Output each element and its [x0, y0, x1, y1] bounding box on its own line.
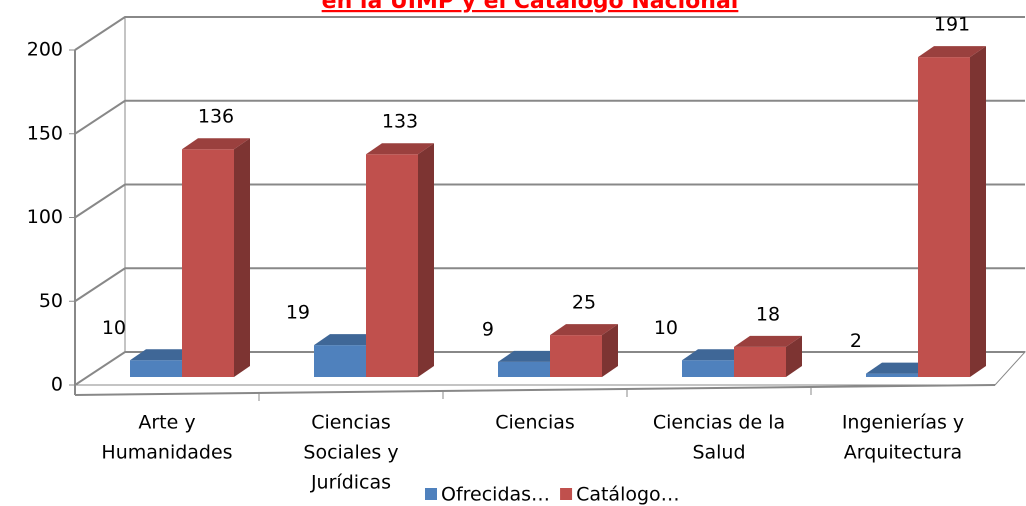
bar	[734, 335, 802, 377]
y-tick-label: 50	[39, 290, 63, 312]
legend-label: Catálogo…	[576, 484, 680, 506]
bar-face	[550, 335, 602, 377]
value-label: 10	[654, 317, 678, 339]
bar	[918, 46, 986, 377]
grid-line	[74, 99, 1025, 135]
y-tick-label: 0	[51, 374, 63, 396]
bar-face	[130, 360, 182, 377]
bar-face	[182, 149, 234, 377]
bar-face	[234, 138, 250, 377]
value-label: 18	[756, 303, 780, 325]
legend-swatch	[425, 488, 437, 500]
value-label: 9	[482, 318, 494, 340]
bar-face	[918, 46, 986, 58]
bar	[366, 143, 434, 377]
bar-face	[498, 350, 566, 362]
x-axis	[74, 384, 996, 396]
x-tick-label: Jurídicas	[310, 472, 391, 494]
x-tick-label: Ciencias	[495, 412, 575, 434]
bar-face	[918, 57, 970, 377]
grid-line	[74, 183, 1025, 219]
value-label: 136	[198, 106, 234, 128]
bar-face	[550, 324, 618, 336]
value-label: 133	[382, 111, 418, 133]
bar-face	[786, 335, 802, 377]
bar-face	[602, 324, 618, 377]
x-tick-label: Salud	[692, 442, 745, 464]
x-tick-label: Sociales y	[303, 442, 398, 464]
x-tick-label: Arte y	[138, 412, 195, 434]
bar-face	[970, 46, 986, 377]
bar-face	[734, 346, 786, 377]
bar-face	[418, 143, 434, 377]
bar-face	[498, 361, 550, 377]
value-label: 25	[572, 292, 596, 314]
bar	[182, 138, 250, 377]
x-tick-label: Arquitectura	[844, 442, 962, 464]
x-tick-label: Humanidades	[101, 442, 232, 464]
y-tick-label: 100	[27, 206, 63, 228]
x-tick-label: Ingenierías y	[842, 412, 964, 434]
grid-line	[74, 16, 1025, 51]
value-label: 191	[934, 14, 970, 36]
bar-face	[314, 334, 382, 346]
legend-label: Ofrecidas…	[441, 484, 550, 506]
value-label: 10	[102, 317, 126, 339]
grid-line	[74, 267, 1025, 303]
bar-face	[130, 349, 198, 361]
bar-face	[366, 154, 418, 377]
bar-face	[734, 335, 802, 347]
value-label: 19	[286, 302, 310, 324]
bar-face	[182, 138, 250, 150]
y-tick-label: 200	[27, 39, 63, 61]
bar-face	[366, 143, 434, 155]
bar-face	[314, 345, 366, 377]
x-tick-label: Ciencias de la	[653, 412, 785, 434]
bar-face	[866, 362, 934, 374]
bar	[550, 324, 618, 377]
bar-face	[682, 360, 734, 377]
chart-title: en la UIMP y el Catálogo Nacional	[322, 0, 739, 14]
legend-swatch	[560, 488, 573, 500]
bar-face	[682, 349, 750, 361]
value-label: 2	[850, 330, 862, 352]
y-tick-label: 150	[27, 122, 63, 144]
bar-face	[866, 373, 918, 377]
x-tick-label: Ciencias	[311, 412, 391, 434]
